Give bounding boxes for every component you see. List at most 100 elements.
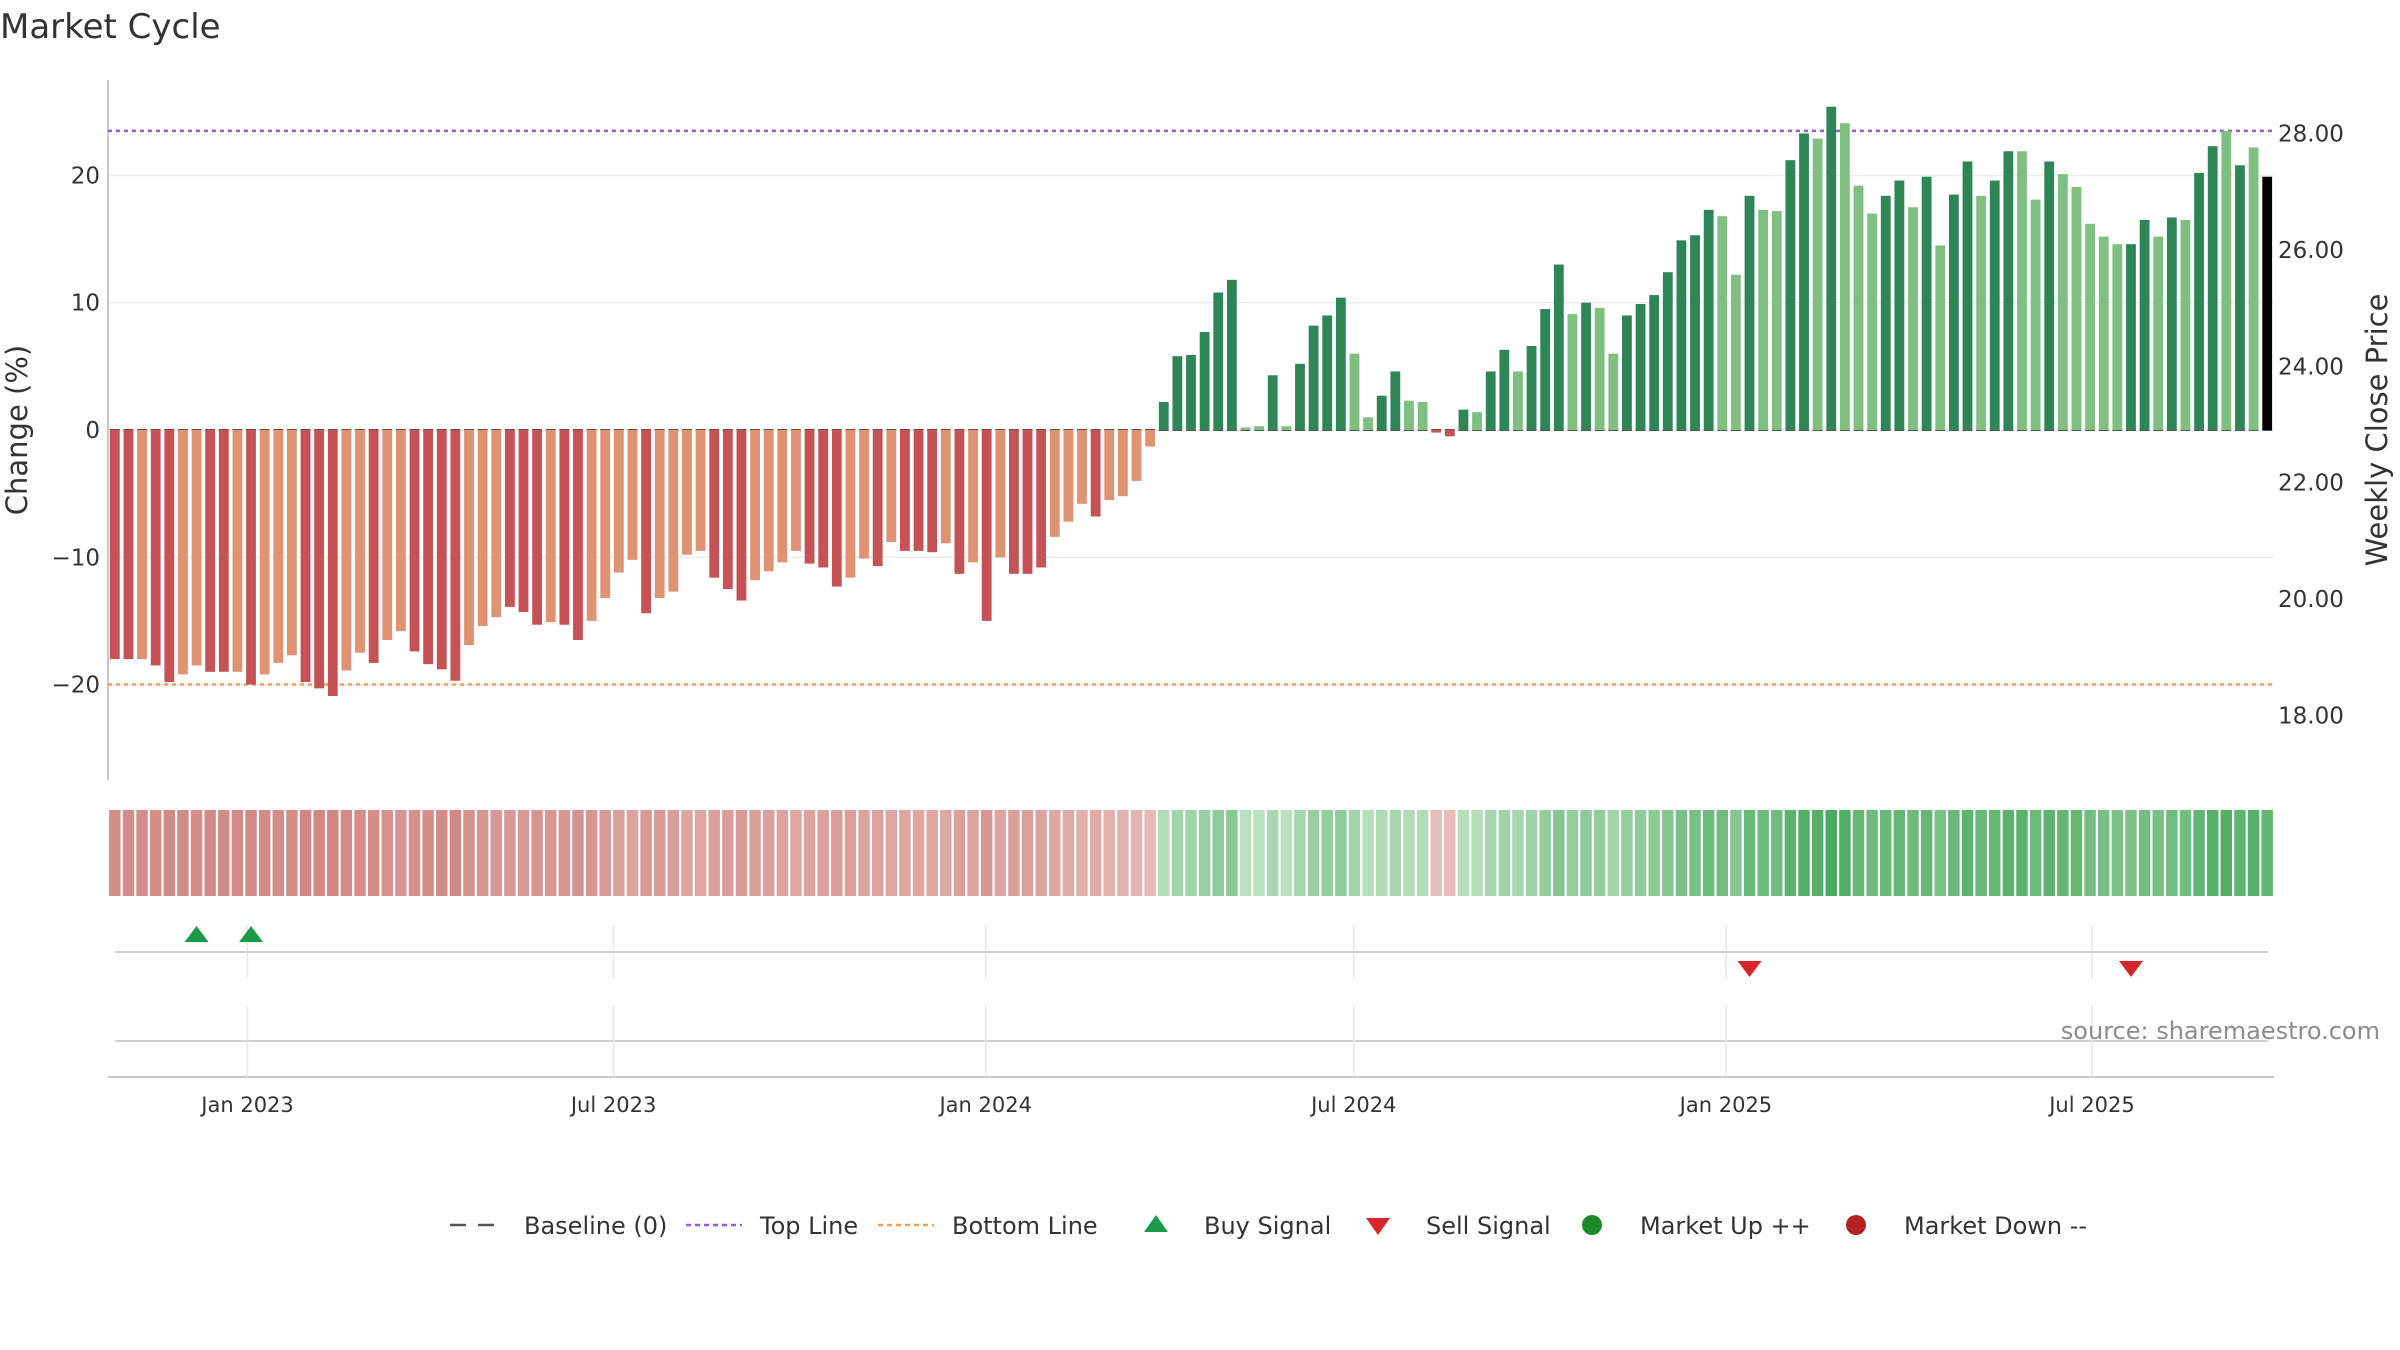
bar [1063,430,1074,522]
y-tick-label: 0 [85,418,100,444]
heat-cell [2125,810,2137,896]
heat-cell [831,810,843,896]
bar [1662,272,1673,430]
heat-cell [1525,810,1538,896]
heat-cell [1512,810,1524,896]
heat-cell [1117,810,1129,896]
bar [1090,430,1101,517]
y2-tick-label: 20.00 [2278,587,2344,613]
heat-cell [1607,810,1620,896]
bar [722,430,733,590]
legend-item: Top Line [686,1212,858,1240]
heat-cell [272,810,285,896]
heat-cell [286,810,298,896]
bar [1254,426,1265,430]
heat-cell [1989,810,2001,896]
y-tick-label: −10 [51,545,100,571]
legend-label: Market Up ++ [1640,1212,1811,1240]
sell-signal-marker [1737,961,1762,977]
heat-cell [1171,810,1184,896]
bar [886,430,897,542]
bar [1213,292,1224,430]
heat-cell [572,810,584,896]
heat-cell [871,810,884,896]
heat-cell [681,810,693,896]
heat-cell [422,810,434,896]
bar [1322,315,1333,430]
heat-cell [2206,810,2219,896]
bar [300,430,311,682]
heat-cell [149,810,162,896]
bar [2166,217,2177,430]
heat-cell [626,810,639,896]
bar [1921,176,1932,430]
heat-cell [2084,810,2096,896]
bar [1676,240,1687,430]
bar [464,430,474,646]
bar [273,430,284,663]
bar [940,430,951,544]
bar [1703,209,1714,430]
chart-title: Market Cycle [0,7,221,47]
bar [613,430,624,573]
heat-cell [2111,810,2124,896]
bar [150,430,161,666]
x-tick-label: Jul 2023 [569,1093,656,1117]
bar [178,430,188,675]
bar [1199,332,1210,430]
heat-cell [2220,810,2233,896]
heat-cell [1144,810,1156,896]
bar [2098,236,2109,430]
legend-label: Baseline (0) [524,1212,667,1240]
heat-cell [490,810,502,896]
bar [1349,353,1360,430]
bar [1853,185,1864,430]
heat-cell [245,810,257,896]
heat-cell [1307,810,1320,896]
bar [1731,274,1741,430]
x-tick-label: Jul 2025 [2047,1093,2134,1117]
bar [1049,430,1060,537]
bar [2180,220,2191,430]
bar [1785,160,1796,430]
bar [1622,315,1632,430]
heat-cell [749,810,761,896]
bar [968,430,978,563]
heat-cell [1839,810,1851,896]
source-note: source: sharemaestro.com [2061,1017,2380,1045]
bar [1717,216,1728,430]
bar [1812,138,1823,430]
heat-cell [790,810,802,896]
heat-cell [381,810,393,896]
bar [532,430,543,625]
heat-cell [177,810,189,896]
heat-cell [327,810,339,896]
heat-cell [1294,810,1306,896]
heat-cell [1185,810,1197,896]
heat-cell [858,810,870,896]
bar [627,430,638,560]
heat-cell [1103,810,1115,896]
heat-cell [599,810,611,896]
heat-cell [980,810,993,896]
legend-label: Sell Signal [1426,1212,1551,1240]
bar [2248,147,2259,431]
heat-cell [1648,810,1660,896]
bar [1077,430,1087,504]
buy-signal-markers [184,926,264,942]
bar [1444,430,1455,437]
bar [573,430,583,640]
heat-cell [1321,810,1333,896]
bar [2017,151,2027,431]
heat-cell [1226,810,1238,896]
y2-tick-label: 26.00 [2278,238,2344,264]
bars [109,106,2273,696]
bar [2085,223,2095,430]
bar [1281,426,1292,430]
bar [1131,430,1142,481]
bar [872,430,883,567]
heat-cell [504,810,516,896]
heat-cell [1239,810,1252,896]
bar [1989,180,2000,430]
